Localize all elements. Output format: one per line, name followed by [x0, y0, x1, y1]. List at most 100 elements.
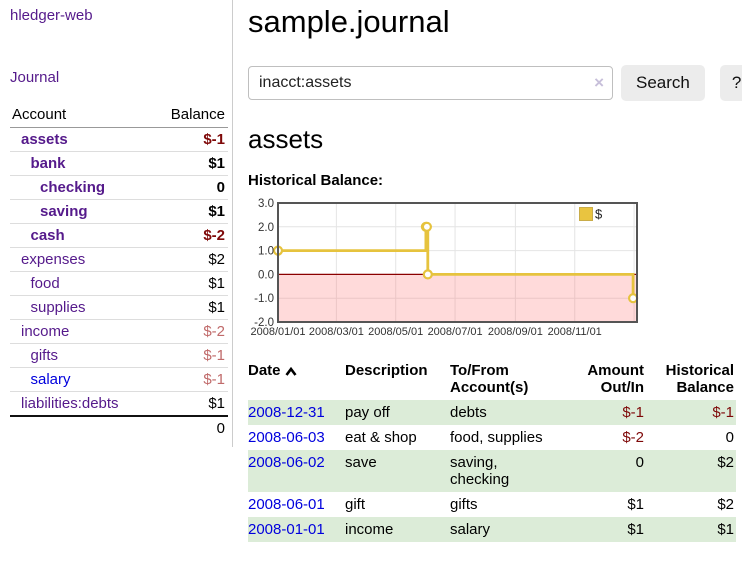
y-axis-label: 3.0: [258, 198, 274, 210]
transaction-amount: $1: [554, 517, 646, 542]
accounts-body: assets $-1 bank $1 checking 0 saving $1 cash $-2 e…: [10, 128, 228, 440]
register-header-accounts: To/From Account(s): [450, 362, 529, 396]
x-axis-label: 2008/05/01: [368, 326, 423, 338]
page-title: sample.journal: [248, 4, 450, 39]
account-balance: $1: [151, 271, 228, 296]
transaction-date-link[interactable]: 2008-12-31: [248, 404, 325, 421]
accounts-header-balance: Balance: [151, 104, 228, 128]
y-axis-label: 2.0: [258, 222, 274, 234]
sidebar-item-journal[interactable]: Journal: [10, 69, 60, 86]
search-row: × Search ?: [248, 65, 742, 101]
account-link[interactable]: food: [30, 275, 60, 292]
data-point: [421, 221, 432, 232]
chart-heading: Historical Balance:: [248, 172, 384, 189]
register-table: Date Description To/From Account(s) Amou…: [248, 360, 736, 542]
plot-border: [277, 202, 638, 323]
transaction-balance: $-1: [646, 400, 736, 425]
negative-region: [278, 274, 637, 322]
accounts-header-account: Account: [10, 104, 152, 128]
data-point: [422, 269, 433, 280]
register-header-description: Description: [345, 362, 428, 379]
account-balance: $2: [151, 247, 228, 272]
transaction-amount: $-2: [622, 429, 644, 446]
account-row: checking 0: [10, 175, 228, 200]
account-link[interactable]: saving: [40, 203, 88, 220]
app-window: hledger-web Journal Account Balance asse…: [0, 0, 742, 542]
account-link[interactable]: supplies: [30, 299, 86, 316]
transaction-balance: $1: [646, 517, 736, 542]
transaction-date-link[interactable]: 2008-01-01: [248, 521, 325, 538]
register-row: 2008-12-31 pay off debts $-1 $-1: [248, 400, 736, 425]
search-input[interactable]: [248, 66, 613, 100]
account-link[interactable]: income: [21, 323, 70, 340]
account-link[interactable]: cash: [30, 227, 65, 244]
account-row: saving $1: [10, 199, 228, 224]
accounts-total-balance: 0: [151, 415, 228, 440]
account-link[interactable]: salary: [30, 371, 71, 388]
register-row: 2008-01-01 income salary $1 $1: [248, 517, 736, 542]
account-row: liabilities:debts $1: [10, 391, 228, 416]
app-title-link[interactable]: hledger-web: [10, 7, 93, 24]
transaction-accounts: food, supplies: [450, 429, 543, 446]
transaction-balance: $2: [717, 496, 734, 513]
transaction-date-link[interactable]: 2008-06-03: [248, 429, 325, 446]
transaction-description: pay off: [345, 400, 450, 425]
y-axis-label: 1.0: [258, 246, 274, 258]
account-link[interactable]: bank: [30, 155, 66, 172]
account-balance: $-2: [151, 223, 228, 248]
transaction-accounts: debts: [450, 400, 554, 425]
transaction-date-link[interactable]: 2008-06-01: [248, 496, 325, 513]
transaction-balance: 0: [725, 429, 734, 446]
account-link[interactable]: liabilities:debts: [21, 395, 119, 412]
x-axis-label: 2008/01/01: [250, 326, 305, 338]
search-button[interactable]: Search: [621, 65, 705, 101]
register-header-date[interactable]: Date: [248, 360, 345, 400]
register-header-balance: Historical Balance: [665, 362, 734, 396]
transaction-amount: 0: [554, 450, 646, 492]
account-row: income $-2: [10, 319, 228, 344]
clear-search-icon[interactable]: ×: [594, 72, 604, 92]
sidebar: hledger-web Journal Account Balance asse…: [0, 0, 233, 447]
help-button[interactable]: ?: [719, 65, 742, 101]
transaction-description: income: [345, 517, 450, 542]
account-balance: $-1: [151, 367, 228, 392]
account-link[interactable]: expenses: [21, 251, 86, 268]
transaction-amount: $-1: [554, 400, 646, 425]
transaction-description: save: [345, 450, 450, 492]
x-axis-label: 2008/03/01: [309, 326, 364, 338]
y-axis-label: -1.0: [254, 293, 274, 305]
data-point: [628, 293, 639, 304]
legend-label: $: [595, 207, 603, 222]
account-heading: assets: [248, 124, 324, 154]
account-link[interactable]: gifts: [30, 347, 59, 364]
y-axis-label: 0.0: [258, 269, 274, 281]
account-balance: $1: [151, 151, 228, 176]
register-body: 2008-12-31 pay off debts $-1 $-1 2008-06-03 ea…: [248, 400, 736, 542]
account-balance: $-2: [151, 319, 228, 344]
transaction-accounts: saving, checking: [450, 450, 554, 492]
account-row: bank $1: [10, 151, 228, 176]
x-axis-label: 2008/07/01: [428, 326, 483, 338]
x-axis-label: 2008/11/01: [548, 326, 602, 338]
account-row: assets $-1: [10, 128, 228, 152]
account-row: salary $-1: [10, 367, 228, 392]
transaction-date-link[interactable]: 2008-06-02: [248, 454, 325, 471]
legend-swatch: [579, 207, 593, 221]
y-axis-label: -2.0: [254, 317, 274, 329]
x-axis-label: 2008/09/01: [488, 326, 543, 338]
account-balance: $-1: [151, 343, 228, 368]
account-row: gifts $-1: [10, 343, 228, 368]
register-header-amount: Amount Out/In: [587, 362, 644, 396]
transaction-description: eat & shop: [345, 429, 417, 446]
account-row: food $1: [10, 271, 228, 296]
account-link[interactable]: checking: [40, 179, 106, 196]
register-row: 2008-06-03 eat & shop food, supplies $-2 0: [248, 425, 736, 450]
transaction-amount: $1: [627, 496, 644, 513]
transaction-description: gift: [345, 496, 366, 513]
transaction-accounts: gifts: [450, 496, 478, 513]
account-link[interactable]: assets: [21, 131, 68, 148]
account-balance: 0: [151, 175, 228, 200]
register-row: 2008-06-02 save saving, checking 0 $2: [248, 450, 736, 492]
register-row: 2008-06-01 gift gifts $1 $2: [248, 492, 736, 517]
